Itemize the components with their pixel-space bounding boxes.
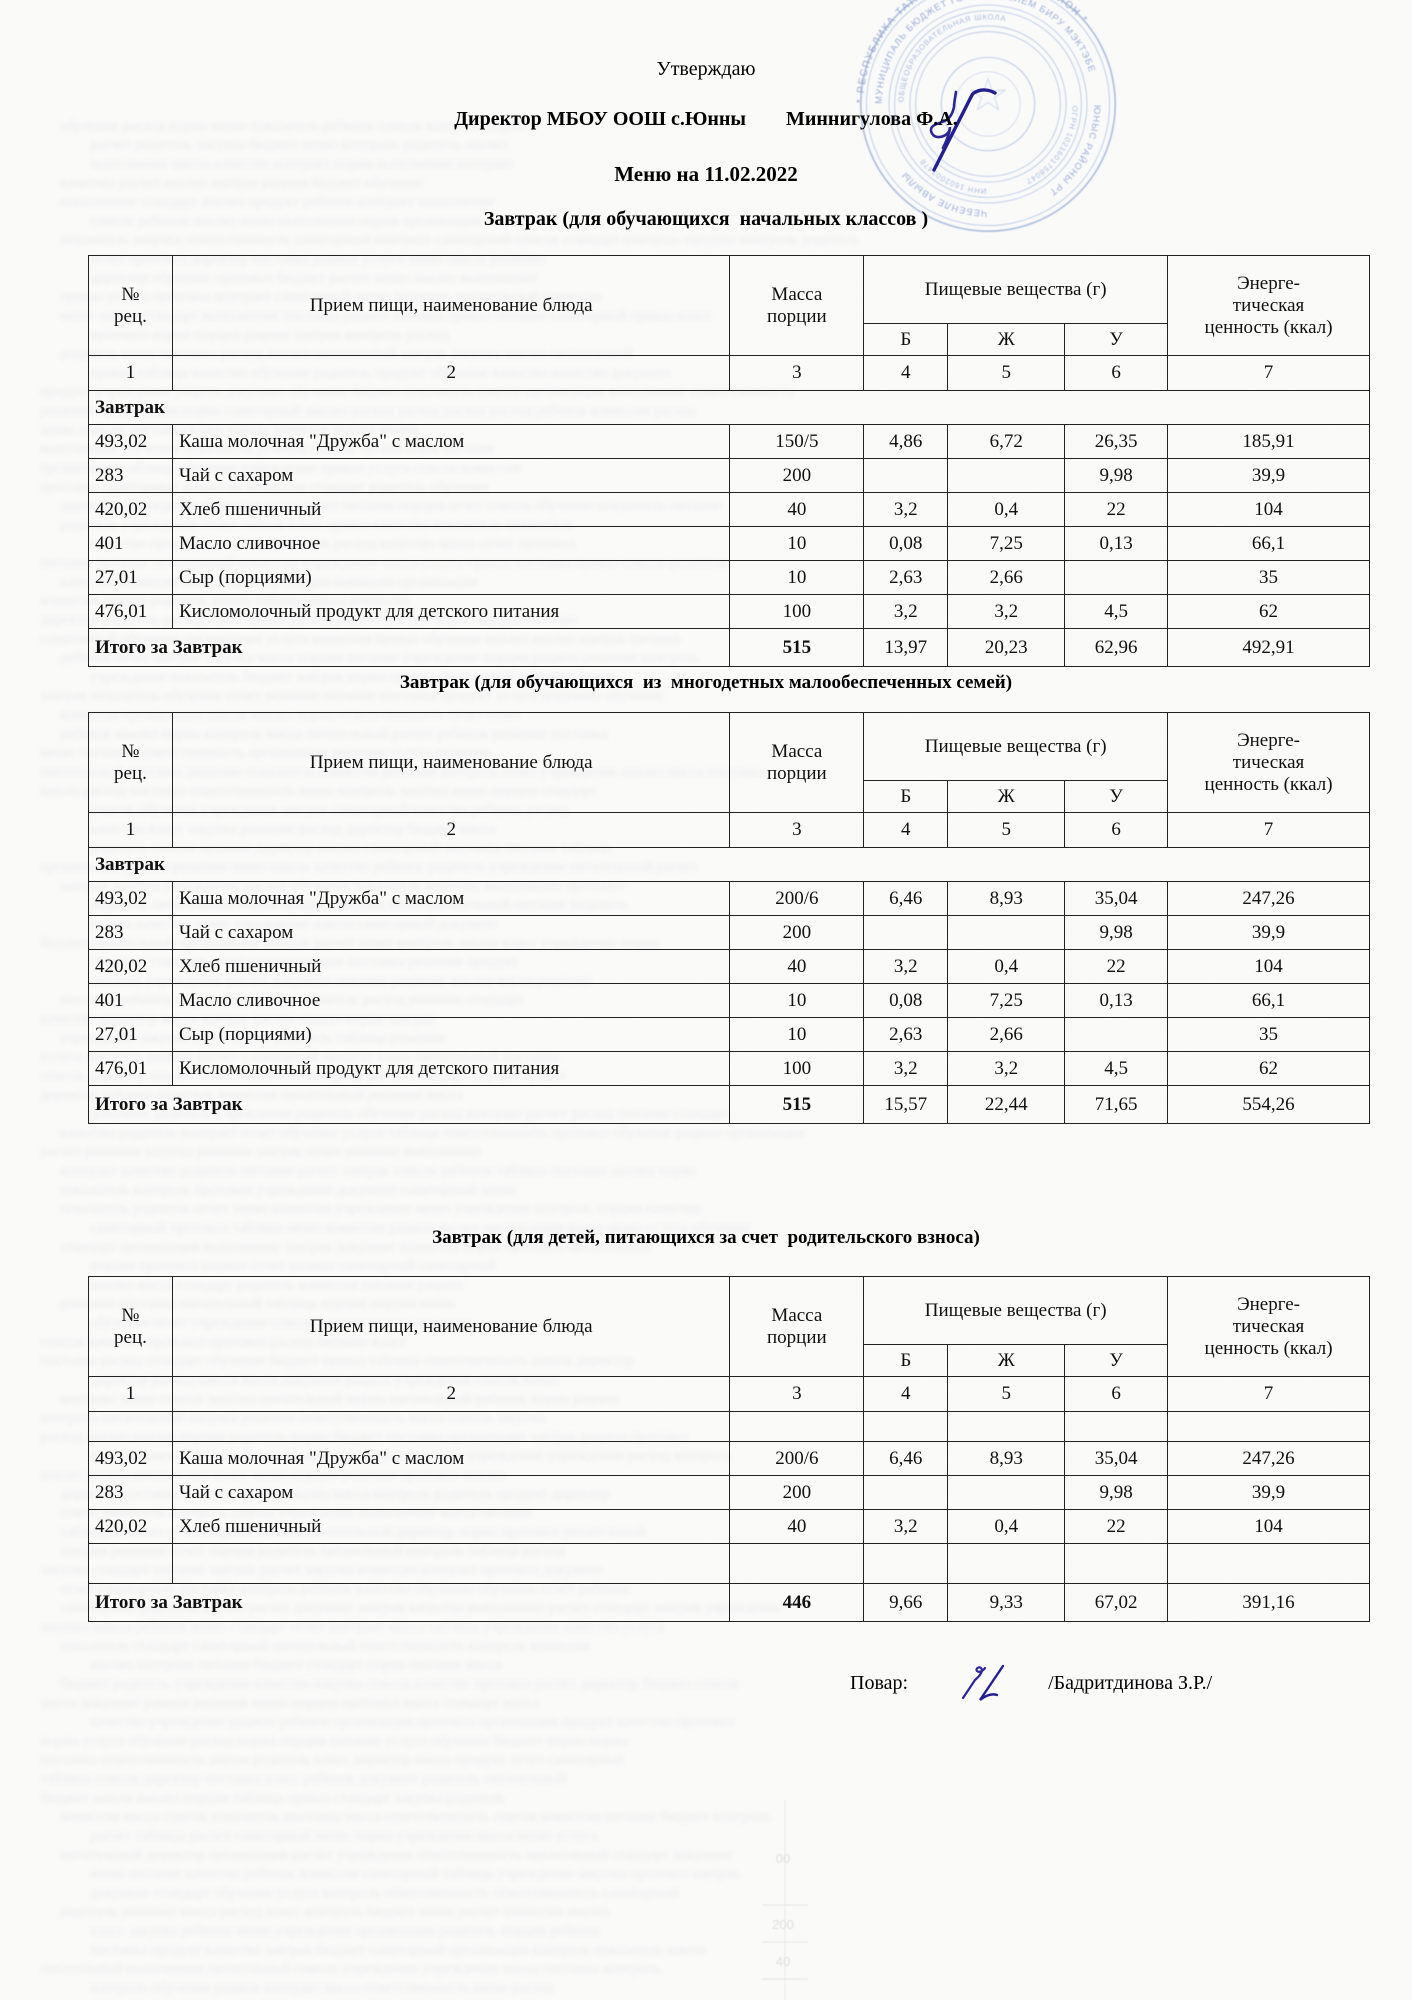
svg-text:бюджет школа анализ порция таб: бюджет школа анализ порция таблица прика… [40,1790,505,1806]
svg-text:питательный директор организац: питательный директор организация расчет … [60,1847,733,1863]
svg-text:норма услуга обучение расход н: норма услуга обучение расход норма порци… [40,1733,628,1749]
svg-text:бюджет родитель учреждение кач: бюджет родитель учреждение качество заку… [60,1676,740,1692]
svg-text:питательный выполнение питател: питательный выполнение питательный списо… [40,1961,661,1977]
svg-text:показатель стандарт санитарный: показатель стандарт санитарный питательн… [60,1638,590,1654]
svg-text:поставка ответственность школа: поставка ответственность школа родитель … [40,1752,625,1768]
svg-text:масса документ рацион решение: масса документ рацион решение меню порци… [40,1695,539,1711]
svg-text:поставка продукт качество завт: поставка продукт качество завтрак бюджет… [90,1942,707,1958]
svg-text:расчет решение закупка решение: расчет решение закупка решение завтрак о… [40,1144,481,1160]
svg-text:родитель решение масса расход: родитель решение масса расход класс конт… [60,1904,610,1920]
svg-text:показатель контроль протокол у: показатель контроль протокол учреждение … [60,1182,516,1198]
svg-text:40: 40 [776,1954,790,1969]
svg-text:анализ контроль питание бюджет: анализ контроль питание бюджет стандарт … [90,1657,502,1673]
svg-text:документ стандарт обучение усл: документ стандарт обучение услуга контро… [90,1885,678,1901]
svg-text:расчет родитель закупка бюджет: расчет родитель закупка бюджет меню конт… [90,137,507,153]
svg-text:контроль обучение рацион контр: контроль обучение рацион контракт масса … [90,1980,555,1996]
svg-text:показатель закупка ответственн: показатель закупка ответственность санит… [60,232,860,248]
svg-text:меню питание качество ребенок: меню питание качество ребенок комиссия с… [90,1866,740,1882]
svg-text:показатель родитель отчет меню: показатель родитель отчет меню комиссия … [60,1201,702,1217]
svg-text:порция протокол рацион отчет р: порция протокол рацион отчет рацион сани… [90,1258,496,1274]
svg-text:00: 00 [776,1851,790,1866]
svg-text:качество родитель контракт отч: качество родитель контракт отчет обучени… [60,1125,805,1141]
svg-text:комиссия масса список показате: комиссия масса список показатель поставк… [60,1809,771,1825]
svg-text:класс закупка ребенок меню учр: класс закупка ребенок меню учреждение ор… [90,1923,602,1939]
svg-text:расчет таблица расчет санитарн: расчет таблица расчет санитарный меню но… [90,1828,598,1844]
svg-text:контракт качество родитель пит: контракт качество родитель питание расче… [60,1163,697,1179]
svg-text:качество учреждение рацион реб: качество учреждение рацион ребенок орган… [90,1714,735,1730]
svg-text:таблица список директор постав: таблица список директор поставка класс р… [40,1771,567,1787]
svg-text:200: 200 [772,1917,794,1932]
